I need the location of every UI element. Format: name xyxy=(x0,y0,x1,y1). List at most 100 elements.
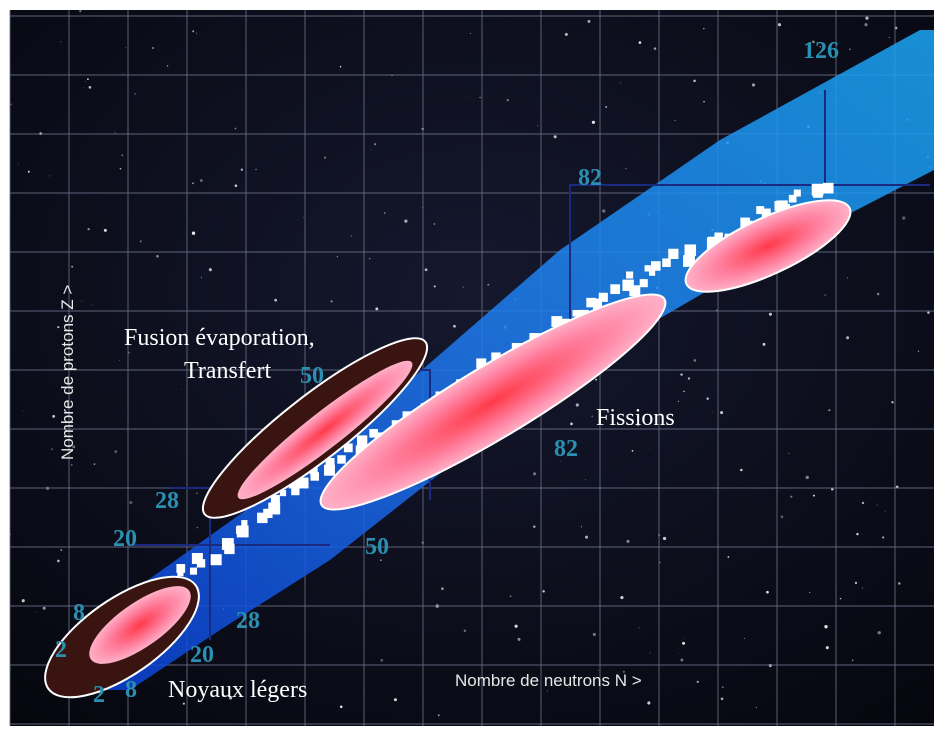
star xyxy=(888,37,890,39)
nucleus xyxy=(263,508,273,519)
star xyxy=(52,415,56,418)
region-label: Noyaux légers xyxy=(168,677,307,703)
star xyxy=(693,79,696,83)
star xyxy=(81,300,83,302)
nucleus xyxy=(756,206,765,215)
star xyxy=(380,559,382,561)
star xyxy=(917,350,920,352)
star xyxy=(51,448,53,450)
star xyxy=(696,680,699,683)
star xyxy=(720,697,724,701)
star xyxy=(711,411,713,412)
star xyxy=(740,468,743,472)
star xyxy=(649,652,651,654)
nucleus xyxy=(572,310,580,317)
star xyxy=(404,219,408,223)
star xyxy=(831,487,834,491)
nucleus xyxy=(598,292,608,302)
star xyxy=(83,87,85,88)
star xyxy=(375,307,379,311)
star xyxy=(433,285,436,288)
star xyxy=(560,460,561,462)
star xyxy=(638,627,640,629)
nucleus xyxy=(355,445,365,455)
star xyxy=(570,422,573,426)
star xyxy=(620,596,624,600)
magic-number: 20 xyxy=(190,642,214,668)
star xyxy=(622,670,625,673)
magic-number: 82 xyxy=(554,436,578,462)
star xyxy=(255,168,257,171)
star xyxy=(598,669,599,671)
nucleus xyxy=(177,569,184,577)
star xyxy=(192,182,194,185)
star xyxy=(129,500,133,505)
magic-number: 82 xyxy=(578,165,602,191)
nucleus xyxy=(644,265,651,272)
star xyxy=(662,536,667,541)
star xyxy=(805,475,809,480)
nucleus xyxy=(586,297,596,308)
star xyxy=(620,82,622,84)
star xyxy=(824,294,826,296)
star xyxy=(677,400,680,403)
nucleus xyxy=(196,559,206,568)
star xyxy=(768,312,772,316)
magic-number: 28 xyxy=(236,608,260,634)
nucleus xyxy=(309,466,318,475)
nucleus xyxy=(476,358,487,369)
star xyxy=(517,637,521,641)
star xyxy=(35,611,37,613)
nucleus xyxy=(668,248,679,260)
star xyxy=(827,409,829,411)
star xyxy=(192,30,195,33)
nucleus xyxy=(740,217,750,228)
magic-number: 28 xyxy=(155,488,179,514)
star xyxy=(891,401,894,404)
star xyxy=(846,277,849,279)
magic-number: 50 xyxy=(365,534,389,560)
star xyxy=(383,212,386,214)
star xyxy=(861,587,863,589)
star xyxy=(204,694,206,696)
regions xyxy=(44,199,852,699)
star xyxy=(71,265,74,268)
nucleus xyxy=(686,248,695,257)
star xyxy=(85,81,86,82)
star xyxy=(72,445,76,449)
star xyxy=(585,478,586,480)
star xyxy=(48,175,50,177)
star xyxy=(625,167,627,170)
star xyxy=(114,132,116,134)
star xyxy=(882,536,885,539)
star xyxy=(196,492,198,494)
star xyxy=(631,449,634,452)
star xyxy=(766,590,769,594)
star xyxy=(93,463,96,465)
star xyxy=(680,658,684,662)
star xyxy=(191,231,196,235)
star xyxy=(122,73,124,75)
star xyxy=(441,587,444,590)
star xyxy=(851,659,854,662)
star xyxy=(21,599,25,603)
star xyxy=(336,256,338,258)
star xyxy=(884,510,886,512)
star xyxy=(166,65,169,67)
star xyxy=(864,23,868,27)
star xyxy=(591,415,594,418)
star xyxy=(91,304,93,306)
star xyxy=(564,32,568,36)
star xyxy=(706,397,709,400)
star xyxy=(200,276,202,278)
nucleus xyxy=(761,208,771,218)
star xyxy=(182,702,185,705)
nucleus xyxy=(649,269,656,276)
star xyxy=(634,153,636,155)
star xyxy=(240,168,244,171)
star xyxy=(57,326,60,329)
nucleus xyxy=(297,477,309,489)
light-core xyxy=(89,586,191,664)
star xyxy=(302,217,304,219)
star xyxy=(762,342,766,346)
